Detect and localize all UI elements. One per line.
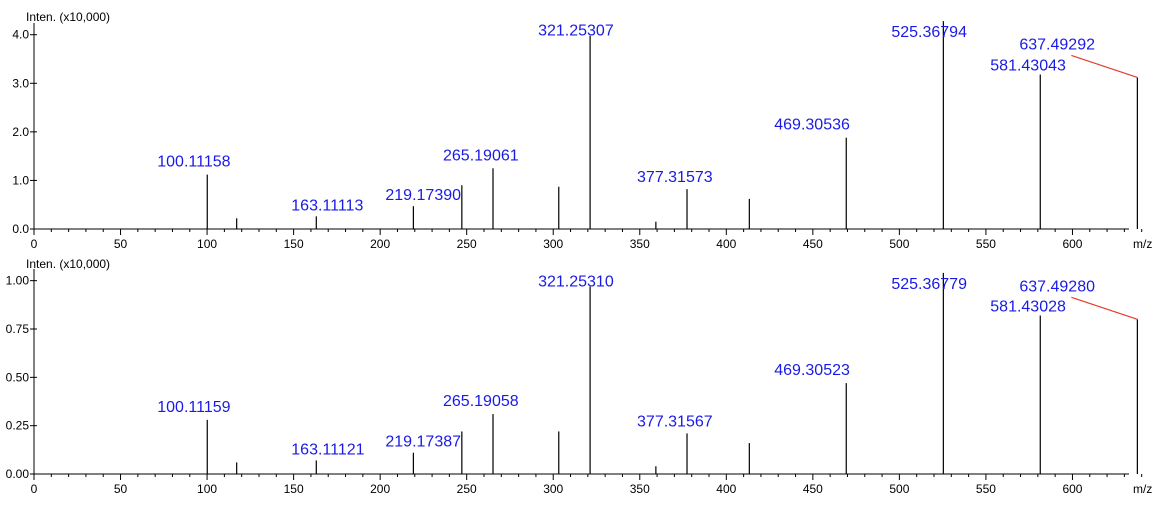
y-tick-label: 0.25 — [6, 419, 30, 433]
x-tick-label: 600 — [1062, 237, 1082, 251]
x-tick-label: 350 — [630, 237, 650, 251]
peak-label: 637.49280 — [1019, 278, 1095, 295]
peak-label: 469.30536 — [774, 117, 850, 134]
y-tick-label: 0.50 — [6, 370, 30, 384]
x-tick-label: 200 — [370, 237, 390, 251]
spectrum-panel-2: Inten. (x10,000) 0.00 0.25 0.50 0.75 1.00 0 50 1… — [6, 257, 1153, 496]
x-tick-label: 500 — [889, 237, 909, 251]
x-tick-label: 300 — [543, 482, 563, 496]
x-tick-label: 550 — [976, 237, 996, 251]
x-tick-label: 450 — [803, 237, 823, 251]
peak-label: 219.17387 — [385, 434, 461, 451]
x-tick-label: 500 — [889, 482, 909, 496]
peak-label: 321.25310 — [538, 273, 614, 290]
x-axis-title: m/z — [1133, 237, 1152, 251]
x-tick-label: 50 — [114, 237, 128, 251]
y-tick-label: 0.0 — [12, 222, 29, 236]
x-tick-label: 250 — [457, 482, 477, 496]
peak-label: 219.17390 — [385, 187, 461, 204]
peak-label: 377.31567 — [637, 413, 713, 430]
peak-label: 377.31573 — [637, 169, 713, 186]
peak-label: 581.43028 — [990, 298, 1066, 315]
spectrum-panel-1: Inten. (x10,000) 0.0 1.0 2.0 3.0 4.0 0 50 100 150… — [12, 10, 1152, 251]
x-tick-label: 400 — [716, 482, 736, 496]
x-tick-label: 100 — [197, 237, 217, 251]
y-tick-label: 1.00 — [6, 274, 30, 288]
x-axis-title: m/z — [1133, 482, 1152, 496]
x-tick-label: 400 — [716, 237, 736, 251]
peak-label: 525.36794 — [891, 24, 967, 41]
x-tick-label: 150 — [284, 482, 304, 496]
y-tick-label: 0.75 — [6, 322, 30, 336]
y-tick-label: 3.0 — [12, 76, 29, 90]
x-tick-label: 450 — [803, 482, 823, 496]
peak-label: 525.36779 — [891, 276, 967, 293]
peak-label: 163.11113 — [291, 197, 363, 214]
x-tick-label: 50 — [114, 482, 128, 496]
annotation-leader-line — [1071, 54, 1138, 79]
peak-label: 469.30523 — [774, 362, 850, 379]
peak-label: 100.11159 — [157, 399, 230, 416]
y-tick-label: 0.00 — [6, 467, 30, 481]
peak-label: 637.49292 — [1019, 36, 1095, 53]
x-tick-label: 150 — [284, 237, 304, 251]
x-tick-label: 100 — [197, 482, 217, 496]
y-axis-title: Inten. (x10,000) — [26, 257, 110, 271]
annotation-leader-line — [1071, 296, 1138, 320]
peak-label: 581.43043 — [990, 58, 1066, 75]
x-tick-label: 600 — [1062, 482, 1082, 496]
y-tick-label: 4.0 — [12, 28, 29, 42]
x-tick-label: 300 — [543, 237, 563, 251]
x-tick-label: 350 — [630, 482, 650, 496]
peak-label: 100.11158 — [157, 154, 230, 171]
x-tick-label: 250 — [457, 237, 477, 251]
x-tick-label: 550 — [976, 482, 996, 496]
peak-label: 321.25307 — [538, 23, 614, 40]
peak-label: 265.19058 — [443, 393, 519, 410]
peak-label: 163.11121 — [291, 441, 364, 458]
x-tick-label: 200 — [370, 482, 390, 496]
y-tick-label: 2.0 — [12, 125, 29, 139]
y-axis-title: Inten. (x10,000) — [26, 10, 110, 24]
x-tick-label: 0 — [31, 482, 38, 496]
x-tick-label: 0 — [31, 237, 38, 251]
y-tick-label: 1.0 — [12, 173, 29, 187]
peak-label: 265.19061 — [443, 147, 519, 164]
